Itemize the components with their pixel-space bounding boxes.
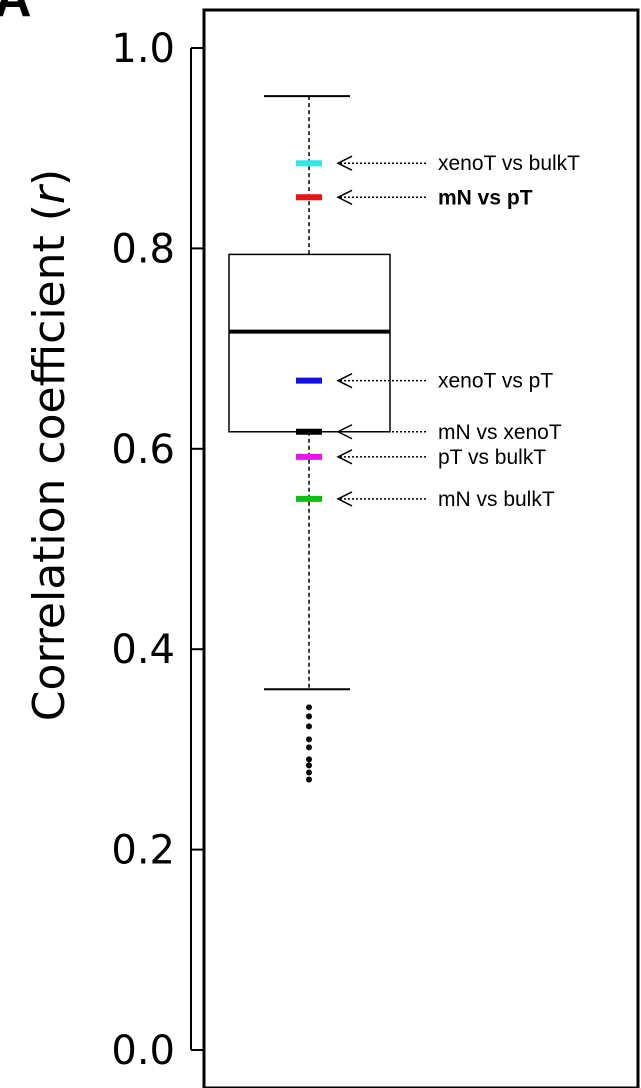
y-axis-label-variable: r: [24, 183, 75, 204]
annotation-label-1: mN vs pT: [438, 186, 533, 209]
y-axis-label-close: ): [24, 169, 75, 186]
annotation-group: xenoT vs bulkT mN vs pT xenoT vs pT mN vs x…: [296, 152, 580, 511]
y-tick-label-0: 0.0: [111, 1028, 175, 1074]
y-axis: 0.0 0.2 0.4 0.6 0.8 1.0: [111, 26, 204, 1074]
annotation-arrowhead-4: [336, 449, 353, 465]
outlier-point-2: [306, 723, 312, 730]
outlier-point-1: [306, 713, 312, 720]
y-tick-label-4: 0.8: [111, 226, 175, 272]
annotation-label-4: pT vs bulkT: [438, 446, 546, 469]
annotation-label-3: mN vs xenoT: [438, 421, 562, 444]
y-tick-label-1: 0.2: [111, 828, 175, 874]
outlier-point-4: [306, 744, 312, 751]
outlier-point-8: [306, 776, 312, 783]
outlier-point-0: [306, 704, 312, 711]
y-tick-label-2: 0.4: [111, 627, 175, 673]
annotation-arrowhead-2: [336, 372, 353, 389]
y-axis-label: Correlation coefficient (r): [24, 169, 75, 721]
annotation-arrowhead-0: [336, 155, 353, 171]
annotation-arrowhead-1: [336, 189, 353, 205]
y-tick-label-3: 0.6: [111, 427, 175, 473]
annotation-label-0: xenoT vs bulkT: [438, 152, 580, 175]
outlier-point-7: [306, 769, 312, 776]
outlier-point-6: [306, 762, 312, 769]
annotation-label-2: xenoT vs pT: [438, 370, 553, 393]
panel-letter: A: [0, 0, 32, 28]
plot-frame: [202, 8, 640, 1088]
outlier-point-5: [306, 756, 312, 763]
annotation-arrowhead-3: [336, 424, 353, 440]
y-axis-label-main: Correlation coefficient (: [24, 204, 75, 721]
annotation-label-5: mN vs bulkT: [438, 488, 555, 511]
annotation-arrowhead-5: [336, 491, 353, 507]
y-tick-label-5: 1.0: [111, 26, 175, 72]
outlier-point-3: [306, 736, 312, 743]
interquartile-box: [228, 253, 391, 433]
